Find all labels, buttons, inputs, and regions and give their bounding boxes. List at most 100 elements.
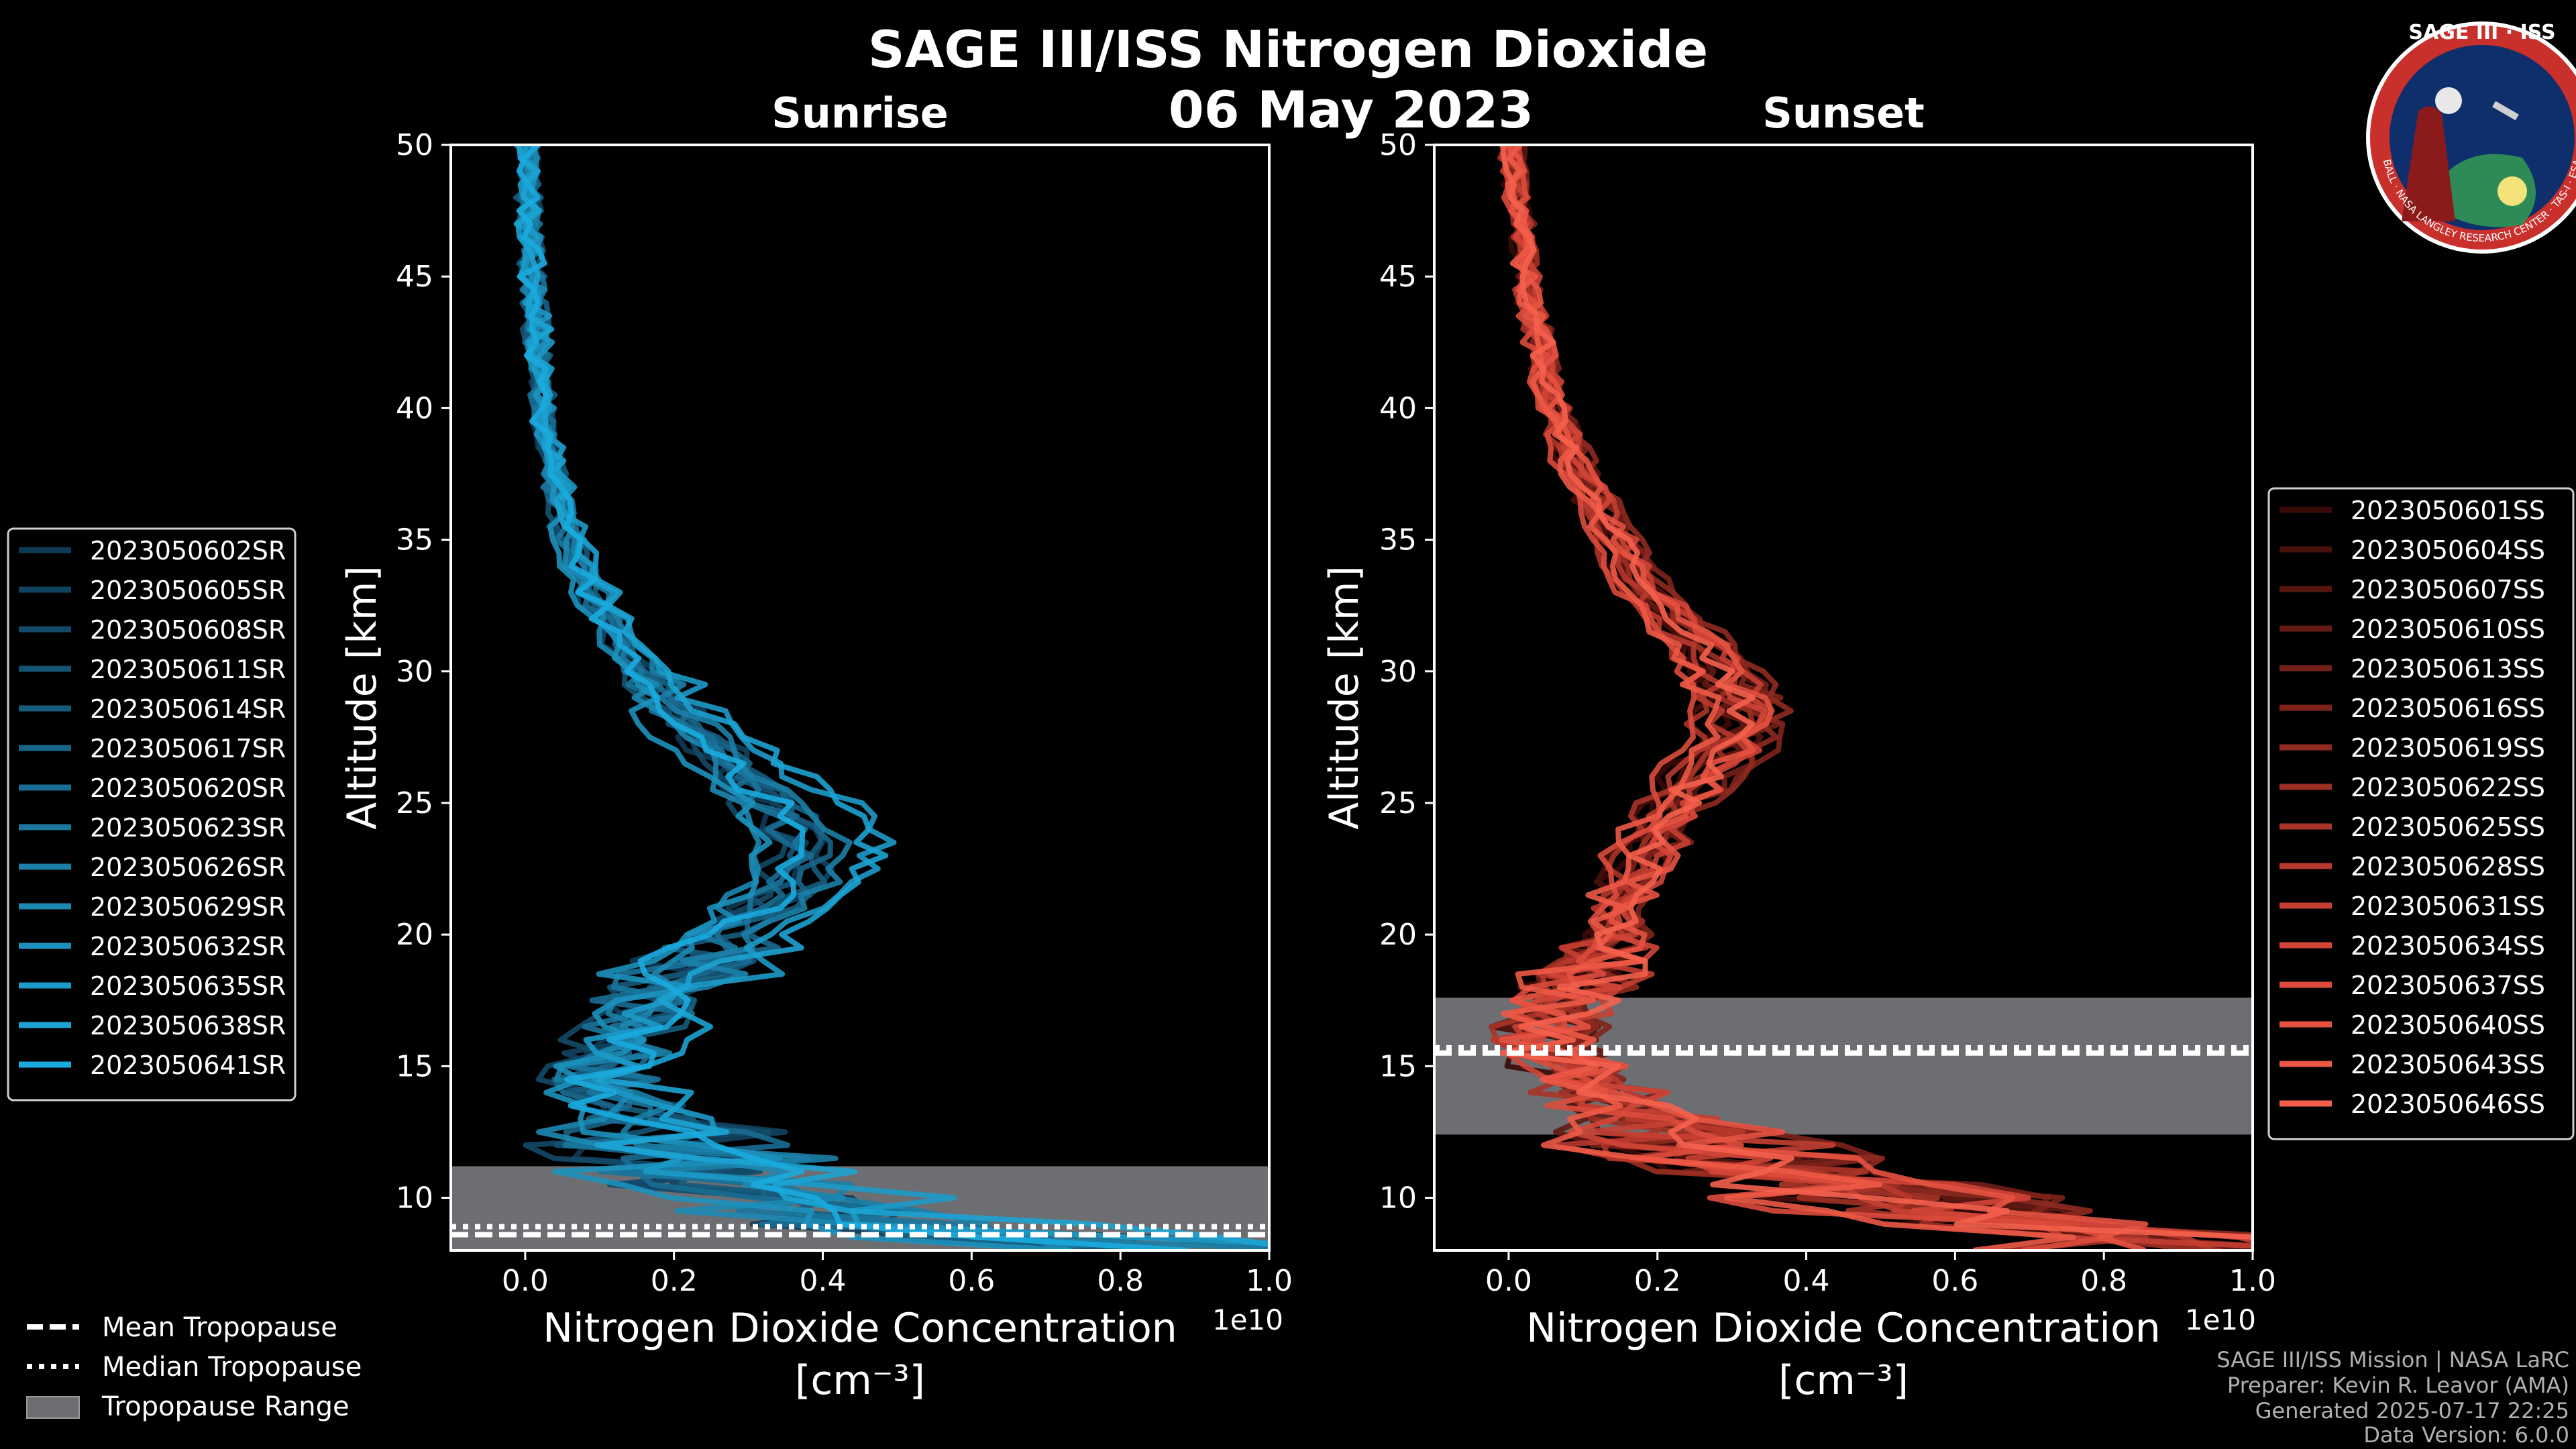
sunrise-legend-label: 2023050602SR [90, 536, 286, 566]
sunrise-legend-label: 2023050611SR [90, 655, 286, 684]
credit-line-mission: SAGE III/ISS Mission | NASA LaRC [2216, 1347, 2569, 1373]
sunrise-x-axis-label: Nitrogen Dioxide Concentration [543, 1305, 1177, 1352]
sunset-legend-label: 2023050613SS [2351, 654, 2545, 684]
sunset-legend-label: 2023050622SS [2351, 773, 2545, 802]
sunset-legend-label: 2023050643SS [2351, 1050, 2545, 1079]
sunset-y-tick-label: 50 [1379, 128, 1417, 162]
sunrise-y-tick-label: 25 [396, 786, 433, 820]
sunset-panel: 0.0 0.2 0.4 0.6 0.8 1.0 10 15 20 25 30 35 40 45 50 [1379, 128, 2276, 1298]
sunset-legend-label: 2023050601SS [2351, 496, 2545, 525]
sunset-legend-label: 2023050610SS [2351, 614, 2545, 644]
sunrise-y-axis-label: Altitude [km] [339, 566, 386, 830]
sunset-y-tick-label: 40 [1379, 391, 1417, 425]
logo-title: SAGE III · ISS [2408, 21, 2555, 44]
sunrise-panel-title: Sunrise [771, 89, 949, 138]
sunrise-y-tick-label: 35 [396, 523, 433, 557]
sunset-x-tick-label: 1.0 [2229, 1264, 2276, 1298]
sunset-y-tick-label: 35 [1379, 523, 1417, 557]
credit-line-generated: Generated 2025-07-17 22:25 [2255, 1398, 2569, 1424]
credit-line-version: Data Version: 6.0.0 [2363, 1422, 2569, 1448]
sunset-y-tick-label: 15 [1379, 1049, 1417, 1083]
sunrise-legend-label: 2023050635SR [90, 971, 286, 1001]
sunset-x-tick-label: 0.6 [1931, 1264, 1978, 1298]
sunrise-legend-label: 2023050629SR [90, 892, 286, 922]
sunset-panel-title: Sunset [1762, 89, 1925, 138]
tropopause-legend: Mean Tropopause Median Tropopause Tropop… [26, 1312, 362, 1422]
credit-line-preparer: Preparer: Kevin R. Leavor (AMA) [2227, 1373, 2569, 1398]
median-tropopause-label: Median Tropopause [102, 1352, 362, 1383]
sunset-x-tick-label: 0.2 [1634, 1264, 1681, 1298]
sunrise-legend-label: 2023050632SR [90, 932, 286, 961]
logo-moon-icon [2435, 87, 2462, 114]
sunrise-x-tick-label: 1.0 [1246, 1264, 1293, 1298]
sunrise-y-tick-label: 10 [396, 1181, 433, 1216]
logo-figure-icon [2402, 106, 2455, 221]
sunset-x-axis-units: [cm⁻³] [1778, 1357, 1909, 1404]
sunrise-y-tick-label: 50 [396, 128, 433, 162]
figure-title: SAGE III/ISS Nitrogen Dioxide [868, 19, 1708, 79]
sunset-legend-label: 2023050625SS [2351, 812, 2545, 842]
logo-earth-icon [2427, 154, 2536, 227]
sunset-x-axis-label: Nitrogen Dioxide Concentration [1526, 1305, 2161, 1352]
sunrise-x-tick-label: 0.8 [1097, 1264, 1144, 1298]
sunrise-x-axis-units: [cm⁻³] [795, 1357, 925, 1404]
sunrise-series-2023050641SR [516, 145, 1189, 1250]
sunrise-legend-label: 2023050614SR [90, 694, 286, 724]
sunset-legend-label: 2023050640SS [2351, 1010, 2545, 1040]
sunset-profiles [1489, 145, 2253, 1250]
sunset-legend-box [2267, 487, 2575, 1140]
sunset-x-offset-label: 1e10 [2185, 1303, 2256, 1336]
sunset-y-tick-label: 25 [1379, 786, 1417, 820]
sunset-y-tick-label: 10 [1379, 1181, 1417, 1216]
sunset-y-tick-label: 30 [1379, 655, 1417, 689]
sunset-legend-label: 2023050646SS [2351, 1089, 2545, 1119]
sunset-legend-label: 2023050637SS [2351, 971, 2545, 1000]
sunset-legend-label: 2023050607SS [2351, 575, 2545, 604]
sunset-series-2023050640SS [1499, 145, 2149, 1250]
sunset-legend-label: 2023050604SS [2351, 535, 2545, 565]
sunset-y-tick-label: 45 [1379, 260, 1417, 294]
figure-date: 06 May 2023 [1169, 80, 1534, 140]
sunrise-y-tick-label: 30 [396, 655, 433, 689]
sunrise-legend-label: 2023050626SR [90, 853, 286, 882]
sunrise-series-2023050614SR [516, 145, 1144, 1250]
sunset-legend-label: 2023050631SS [2351, 892, 2545, 921]
sunset-series-2023050637SS [1506, 145, 2114, 1250]
sunrise-y-tick-label: 45 [396, 260, 433, 294]
sunset-y-axis-label: Altitude [km] [1321, 566, 1368, 830]
sunrise-legend-label: 2023050617SR [90, 734, 286, 763]
sunset-series-2023050646SS [1499, 145, 2253, 1240]
sunrise-panel: 0.0 0.2 0.4 0.6 0.8 1.0 10 15 20 25 30 35 40 45 50 [396, 128, 1293, 1298]
sunrise-x-tick-label: 0.0 [502, 1264, 549, 1298]
tropopause-range-label: Tropopause Range [101, 1391, 350, 1422]
sunrise-x-offset-label: 1e10 [1212, 1303, 1283, 1336]
tropopause-range-swatch [26, 1396, 80, 1419]
sunset-y-tick-label: 20 [1379, 918, 1417, 952]
sunrise-x-tick-label: 0.2 [651, 1264, 698, 1298]
logo-station-icon [2492, 101, 2519, 121]
sunrise-legend-box [7, 527, 297, 1102]
sunrise-x-tick-label: 0.4 [800, 1264, 847, 1298]
sunset-axes-frame [1433, 144, 2254, 1252]
sunrise-legend-label: 2023050638SR [90, 1011, 286, 1040]
sunset-legend-label: 2023050628SS [2351, 852, 2545, 881]
sunset-x-tick-label: 0.8 [2080, 1264, 2127, 1298]
sunrise-legend-label: 2023050641SR [90, 1051, 286, 1080]
sunset-legend-label: 2023050619SS [2351, 733, 2545, 763]
credits: SAGE III/ISS Mission | NASA LaRC Prepare… [2216, 1347, 2569, 1448]
sage-logo: SAGE III · ISS BALL · NASA LANGLEY RESEA… [2366, 21, 2576, 254]
sunrise-legend-label: 2023050605SR [90, 576, 286, 605]
sunrise-y-tick-label: 20 [396, 918, 433, 952]
mean-tropopause-label: Mean Tropopause [102, 1312, 337, 1343]
sunrise-axes-frame [449, 144, 1271, 1252]
sunrise-legend: 2023050602SR 2023050605SR 2023050608SR 2023… [7, 527, 297, 1102]
sunrise-y-tick-label: 40 [396, 391, 433, 425]
sunset-x-tick-label: 0.4 [1783, 1264, 1830, 1298]
sunset-legend: 2023050601SS 2023050604SS 2023050607SS 2023… [2267, 487, 2575, 1140]
sunrise-x-tick-label: 0.6 [948, 1264, 995, 1298]
sunset-x-tick-label: 0.0 [1485, 1264, 1532, 1298]
sunset-legend-label: 2023050616SS [2351, 694, 2545, 723]
sunrise-legend-label: 2023050620SR [90, 773, 286, 803]
logo-sun-icon [2498, 176, 2527, 206]
